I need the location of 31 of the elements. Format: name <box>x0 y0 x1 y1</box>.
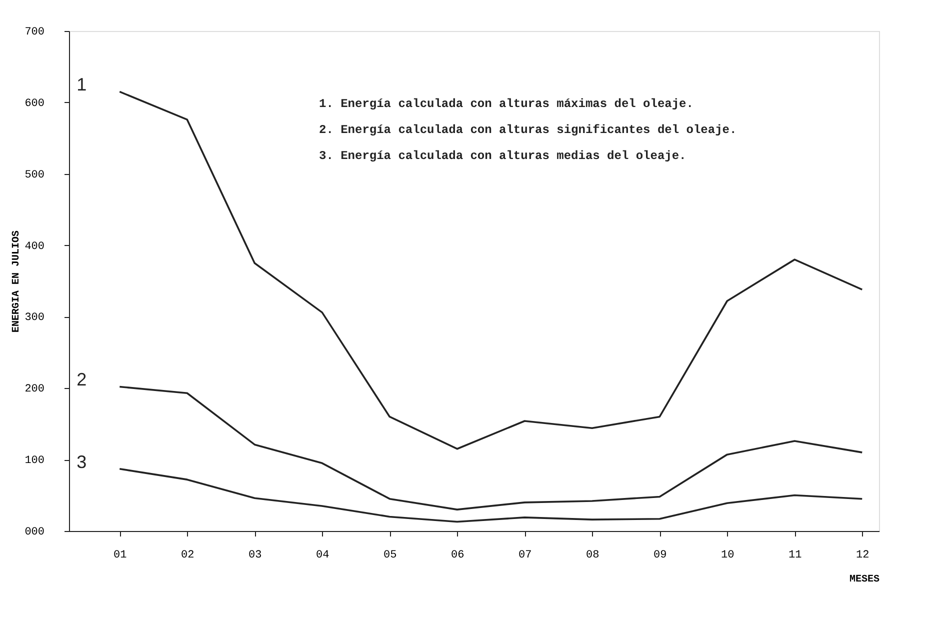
x-tick-label: 05 <box>384 550 397 562</box>
x-tick-label: 08 <box>586 550 600 562</box>
y-tick-label: 500 <box>24 169 44 182</box>
x-tick-label: 03 <box>248 550 262 562</box>
x-tick-label: 07 <box>518 550 532 562</box>
annotation: 2. Energía calculada con alturas significantes del oleaje. <box>319 123 737 137</box>
x-tick-label: 04 <box>316 550 330 562</box>
y-axis-title: ENERGIA EN JULIOS <box>12 230 23 333</box>
annotation: 1. Energía calculada con alturas máximas del oleaje. <box>319 97 694 111</box>
x-tick-label: 02 <box>181 550 194 562</box>
series-label: 3 <box>76 452 87 472</box>
line-series <box>118 90 864 450</box>
y-tick-label: 400 <box>24 240 44 253</box>
y-tick-label: 300 <box>24 312 44 324</box>
x-tick-label: 11 <box>788 550 802 562</box>
y-tick-label: 100 <box>24 455 44 468</box>
x-tick-label: 09 <box>654 550 667 562</box>
y-tick-label: 200 <box>24 384 44 396</box>
x-tick-label: 01 <box>114 550 128 562</box>
line-series <box>118 468 864 523</box>
x-tick-label: 10 <box>721 550 734 562</box>
y-tick-label: 600 <box>24 98 44 110</box>
line-series <box>118 386 864 510</box>
x-tick-label: 12 <box>856 550 870 562</box>
x-axis-title: MESES <box>849 574 880 586</box>
annotation: 3. Energía calculada con alturas medias del oleaje. <box>319 149 686 163</box>
series-label: 1 <box>76 74 87 95</box>
series-label: 2 <box>76 370 87 390</box>
x-tick-label: 06 <box>451 550 464 562</box>
y-tick-label: 000 <box>24 526 44 538</box>
y-tick-label: 700 <box>24 26 44 38</box>
